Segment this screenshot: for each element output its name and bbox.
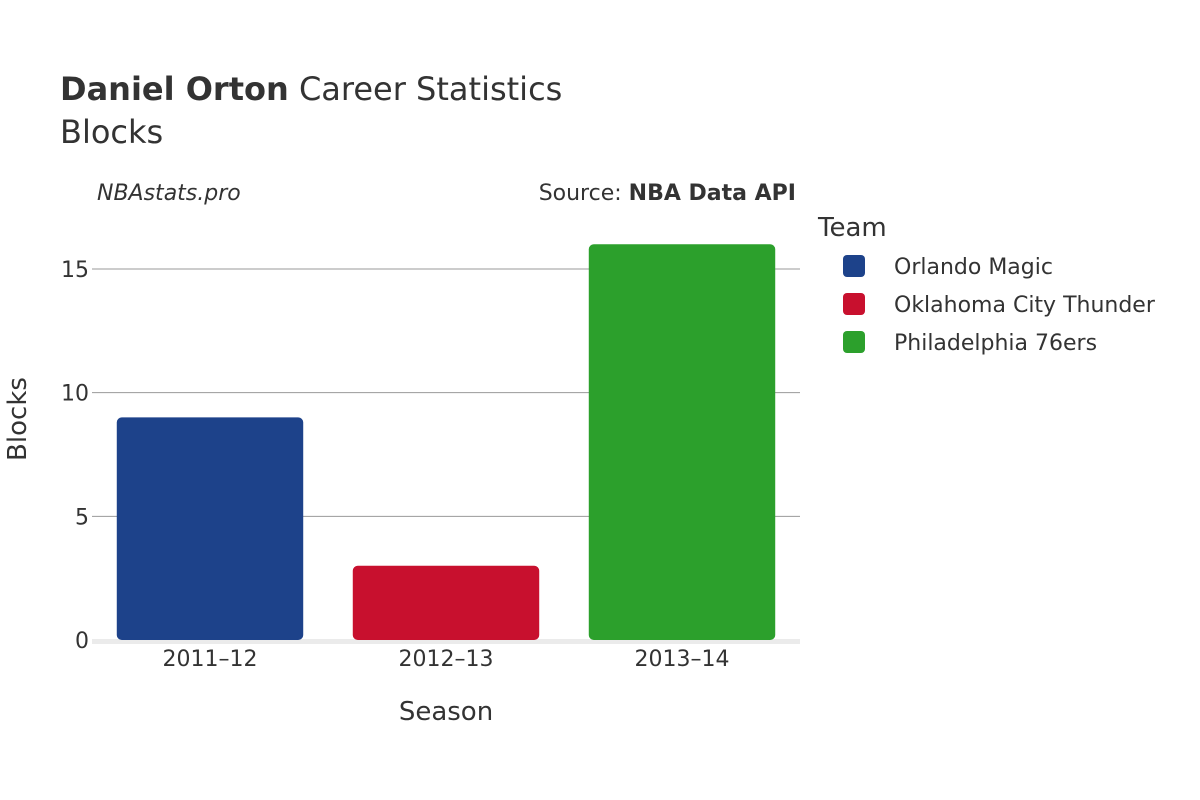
x-axis-ticks: 2011–12 2012–13 2013–14 — [163, 647, 730, 672]
bar[interactable] — [352, 565, 540, 640]
chart-title: Daniel Orton Career Statistics — [60, 70, 562, 108]
bar[interactable] — [588, 244, 776, 640]
source-name: NBA Data API — [629, 181, 796, 206]
x-axis-title: Season — [399, 697, 493, 727]
chart-subtitle: Blocks — [60, 113, 163, 151]
bar[interactable] — [116, 417, 304, 640]
bars — [116, 244, 776, 640]
legend-item[interactable]: Philadelphia 76ers — [843, 331, 1097, 356]
legend-item[interactable]: Orlando Magic — [843, 255, 1053, 280]
source-prefix: Source: — [539, 181, 629, 206]
x-tick-label: 2011–12 — [163, 647, 258, 672]
y-tick-label: 5 — [75, 505, 89, 530]
legend-title: Team — [817, 213, 887, 243]
legend-swatch — [843, 293, 865, 315]
legend-label: Philadelphia 76ers — [894, 331, 1097, 356]
y-tick-label: 0 — [75, 629, 89, 654]
x-tick-label: 2012–13 — [399, 647, 494, 672]
legend-swatch — [843, 255, 865, 277]
watermark-text: NBAstats.pro — [97, 181, 241, 206]
source-text: Source: NBA Data API — [539, 181, 796, 206]
y-tick-label: 10 — [61, 382, 89, 407]
legend-items: Orlando Magic Oklahoma City Thunder Philad… — [843, 255, 1156, 356]
legend-label: Orlando Magic — [894, 255, 1053, 280]
y-axis-title: Blocks — [3, 377, 33, 461]
legend-label: Oklahoma City Thunder — [894, 293, 1156, 318]
x-axis-baseline — [92, 639, 800, 644]
title-player-name: Daniel Orton — [60, 70, 289, 108]
legend-item[interactable]: Oklahoma City Thunder — [843, 293, 1156, 318]
x-tick-label: 2013–14 — [635, 647, 730, 672]
y-axis-ticks: 0 5 10 15 — [61, 258, 89, 654]
y-tick-label: 15 — [61, 258, 89, 283]
legend: Team Orlando Magic Oklahoma City Thunder P… — [817, 213, 1156, 356]
legend-swatch — [843, 331, 865, 353]
title-suffix: Career Statistics — [289, 70, 563, 108]
